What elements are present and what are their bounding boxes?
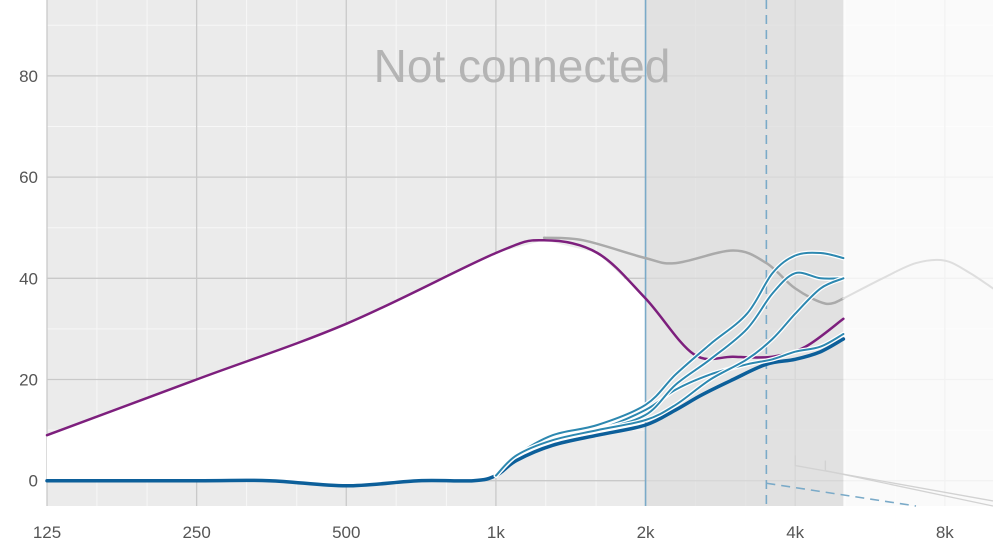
y-tick-label: 60	[19, 168, 38, 187]
series-line-0	[45, 239, 845, 437]
faded-region	[843, 0, 993, 506]
x-tick-label: 125	[33, 523, 61, 542]
x-tick-label: 500	[332, 523, 360, 542]
gray-slope-line	[794, 455, 993, 502]
gray-slope-line	[824, 460, 993, 507]
not-connected-overlay: Not connected	[374, 40, 671, 92]
series-line-2	[842, 258, 993, 300]
y-tick-label: 80	[19, 67, 38, 86]
x-tick-label: 2k	[637, 523, 655, 542]
x-tick-label: 8k	[936, 523, 954, 542]
series-line-5	[494, 251, 845, 477]
x-tick-label: 250	[182, 523, 210, 542]
tick-labels: 125 250 500 1k 2k 4k 8k 0 20 40 60 80	[19, 67, 954, 542]
y-tick-label: 40	[19, 269, 38, 288]
reference-slope-dashed	[766, 482, 917, 507]
series-line-1	[542, 236, 845, 306]
series-lines	[45, 236, 993, 488]
y-tick-label: 0	[29, 472, 38, 491]
y-tick-label: 20	[19, 371, 38, 390]
series-line-3	[45, 337, 846, 488]
x-tick-label: 4k	[786, 523, 804, 542]
x-tick-label: 1k	[487, 523, 505, 542]
series-line-7	[494, 277, 845, 477]
